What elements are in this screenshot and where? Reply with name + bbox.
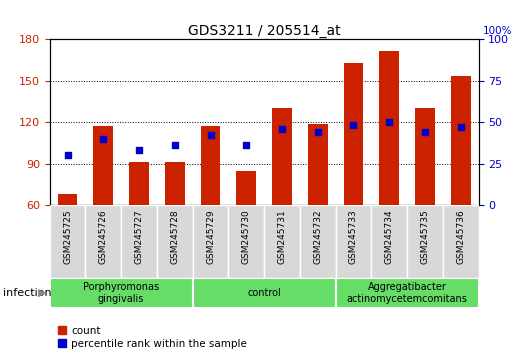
Point	[420, 129, 429, 135]
Bar	[264, 205, 300, 278]
Text: 100%: 100%	[483, 26, 512, 36]
Text: ▶: ▶	[38, 288, 46, 298]
Bar	[379, 51, 399, 205]
Bar	[308, 124, 327, 205]
Text: control: control	[247, 288, 281, 298]
Text: GSM245736: GSM245736	[456, 209, 465, 264]
Bar	[451, 76, 471, 205]
Bar	[165, 162, 185, 205]
Text: GSM245729: GSM245729	[206, 209, 215, 264]
Bar	[443, 205, 479, 278]
Bar	[407, 205, 443, 278]
Bar	[129, 162, 149, 205]
Text: GSM245733: GSM245733	[349, 209, 358, 264]
Bar	[336, 278, 479, 308]
Point	[385, 119, 393, 125]
Text: GSM245730: GSM245730	[242, 209, 251, 264]
Point	[278, 126, 286, 132]
Bar	[300, 205, 336, 278]
Text: GSM245731: GSM245731	[278, 209, 287, 264]
Point	[99, 136, 108, 142]
Title: GDS3211 / 205514_at: GDS3211 / 205514_at	[188, 24, 340, 38]
Point	[170, 143, 179, 148]
Bar	[94, 126, 113, 205]
Point	[313, 129, 322, 135]
Text: Porphyromonas
gingivalis: Porphyromonas gingivalis	[83, 282, 159, 304]
Text: infection: infection	[3, 288, 51, 298]
Bar	[336, 205, 371, 278]
Bar	[192, 205, 229, 278]
Text: GSM245725: GSM245725	[63, 209, 72, 264]
Text: GSM245735: GSM245735	[420, 209, 429, 264]
Bar	[344, 63, 363, 205]
Bar	[50, 278, 192, 308]
Bar	[85, 205, 121, 278]
Text: GSM245734: GSM245734	[385, 209, 394, 264]
Bar	[58, 194, 77, 205]
Bar	[236, 171, 256, 205]
Bar	[272, 108, 292, 205]
Point	[206, 133, 214, 138]
Text: Aggregatibacter
actinomycetemcomitans: Aggregatibacter actinomycetemcomitans	[347, 282, 468, 304]
Bar	[121, 205, 157, 278]
Bar	[371, 205, 407, 278]
Text: GSM245726: GSM245726	[99, 209, 108, 264]
Point	[349, 122, 358, 128]
Bar	[229, 205, 264, 278]
Legend: count, percentile rank within the sample: count, percentile rank within the sample	[58, 326, 247, 349]
Bar	[157, 205, 192, 278]
Point	[135, 148, 143, 153]
Bar	[201, 126, 220, 205]
Text: GSM245732: GSM245732	[313, 209, 322, 264]
Text: GSM245728: GSM245728	[170, 209, 179, 264]
Point	[63, 153, 72, 158]
Point	[242, 143, 251, 148]
Bar	[192, 278, 336, 308]
Point	[457, 124, 465, 130]
Bar	[50, 205, 85, 278]
Text: GSM245727: GSM245727	[134, 209, 143, 264]
Bar	[415, 108, 435, 205]
